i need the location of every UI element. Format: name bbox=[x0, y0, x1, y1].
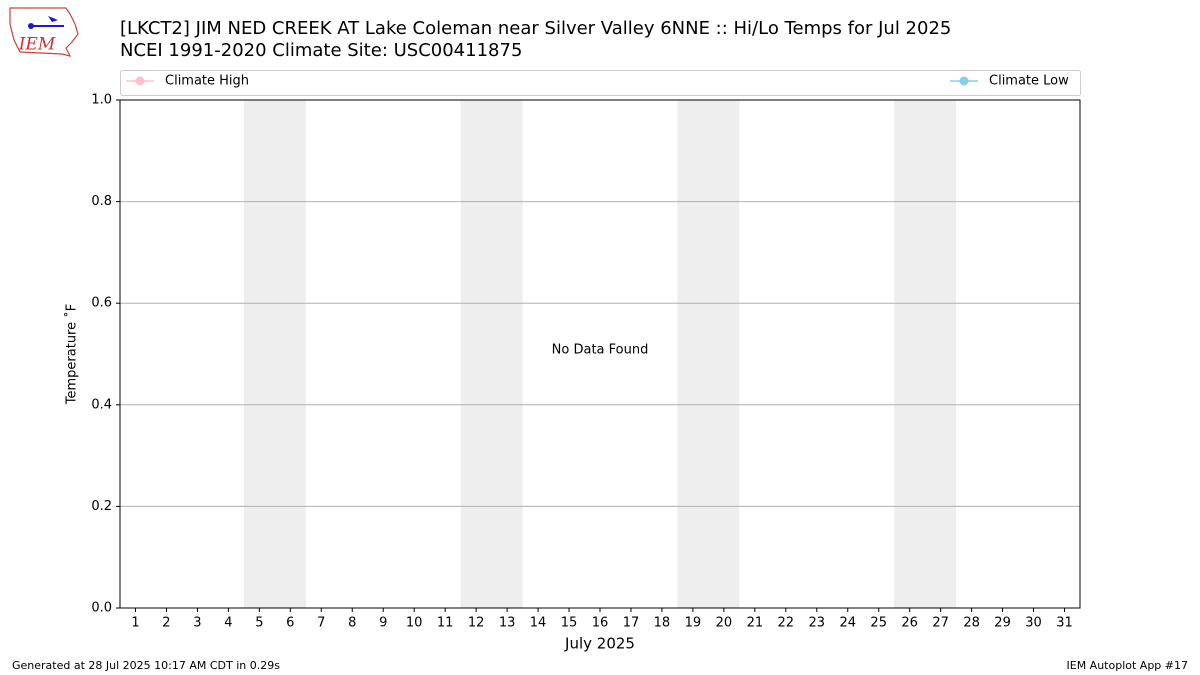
x-tick-label: 9 bbox=[379, 616, 387, 631]
legend-marker bbox=[135, 76, 145, 86]
x-tick-label: 19 bbox=[685, 616, 702, 631]
x-tick-label: 4 bbox=[224, 616, 232, 631]
weekend-band bbox=[460, 100, 523, 608]
chart-subtitle: NCEI 1991-2020 Climate Site: USC00411875 bbox=[120, 40, 522, 61]
x-tick-label: 5 bbox=[255, 616, 263, 631]
y-tick-label: 0.8 bbox=[91, 194, 112, 209]
x-tick-label: 22 bbox=[778, 616, 795, 631]
x-tick-label: 14 bbox=[530, 616, 547, 631]
x-tick-label: 29 bbox=[994, 616, 1011, 631]
chart-title: [LKCT2] JIM NED CREEK AT Lake Coleman ne… bbox=[120, 18, 951, 39]
x-tick-label: 25 bbox=[870, 616, 887, 631]
x-tick-label: 13 bbox=[499, 616, 516, 631]
legend-marker bbox=[959, 76, 969, 86]
x-tick-label: 23 bbox=[809, 616, 826, 631]
x-tick-label: 2 bbox=[162, 616, 170, 631]
x-tick-label: 3 bbox=[193, 616, 201, 631]
logo: IEM bbox=[9, 7, 79, 57]
legend-label: Climate High bbox=[165, 74, 249, 89]
x-tick-label: 24 bbox=[839, 616, 856, 631]
footer-left: Generated at 28 Jul 2025 10:17 AM CDT in… bbox=[12, 659, 280, 672]
x-tick-label: 16 bbox=[592, 616, 609, 631]
logo-text: IEM bbox=[18, 35, 56, 55]
y-tick-label: 1.0 bbox=[91, 93, 112, 108]
footer-right: IEM Autoplot App #17 bbox=[1067, 659, 1189, 672]
annotation: No Data Found bbox=[552, 343, 649, 358]
weekend-band bbox=[243, 100, 306, 608]
x-tick-label: 20 bbox=[716, 616, 733, 631]
legend-label: Climate Low bbox=[989, 74, 1069, 89]
y-tick-label: 0.6 bbox=[91, 296, 112, 311]
x-tick-label: 17 bbox=[623, 616, 640, 631]
x-tick-label: 7 bbox=[317, 616, 325, 631]
x-tick-label: 15 bbox=[561, 616, 578, 631]
y-axis-label: Temperature ˚F bbox=[64, 304, 80, 405]
x-tick-label: 21 bbox=[747, 616, 764, 631]
logo-outline bbox=[9, 7, 79, 57]
x-tick-label: 18 bbox=[654, 616, 671, 631]
x-axis-label: July 2025 bbox=[564, 635, 635, 653]
x-tick-label: 12 bbox=[468, 616, 485, 631]
y-tick-label: 0.2 bbox=[91, 499, 112, 514]
x-tick-label: 11 bbox=[437, 616, 454, 631]
x-tick-label: 27 bbox=[932, 616, 949, 631]
x-tick-label: 10 bbox=[406, 616, 423, 631]
logo-flag bbox=[48, 16, 58, 22]
x-tick-label: 1 bbox=[131, 616, 139, 631]
logo-dot bbox=[28, 23, 34, 29]
weekend-band bbox=[894, 100, 957, 608]
x-tick-label: 26 bbox=[901, 616, 918, 631]
x-tick-label: 28 bbox=[963, 616, 980, 631]
weekend-band bbox=[677, 100, 740, 608]
y-tick-label: 0.4 bbox=[91, 397, 112, 412]
y-tick-label: 0.0 bbox=[91, 601, 112, 616]
x-tick-label: 6 bbox=[286, 616, 294, 631]
x-tick-label: 30 bbox=[1025, 616, 1042, 631]
x-tick-label: 31 bbox=[1056, 616, 1073, 631]
legend-box bbox=[120, 70, 1081, 96]
plot-frame bbox=[119, 99, 1081, 609]
x-tick-label: 8 bbox=[348, 616, 356, 631]
